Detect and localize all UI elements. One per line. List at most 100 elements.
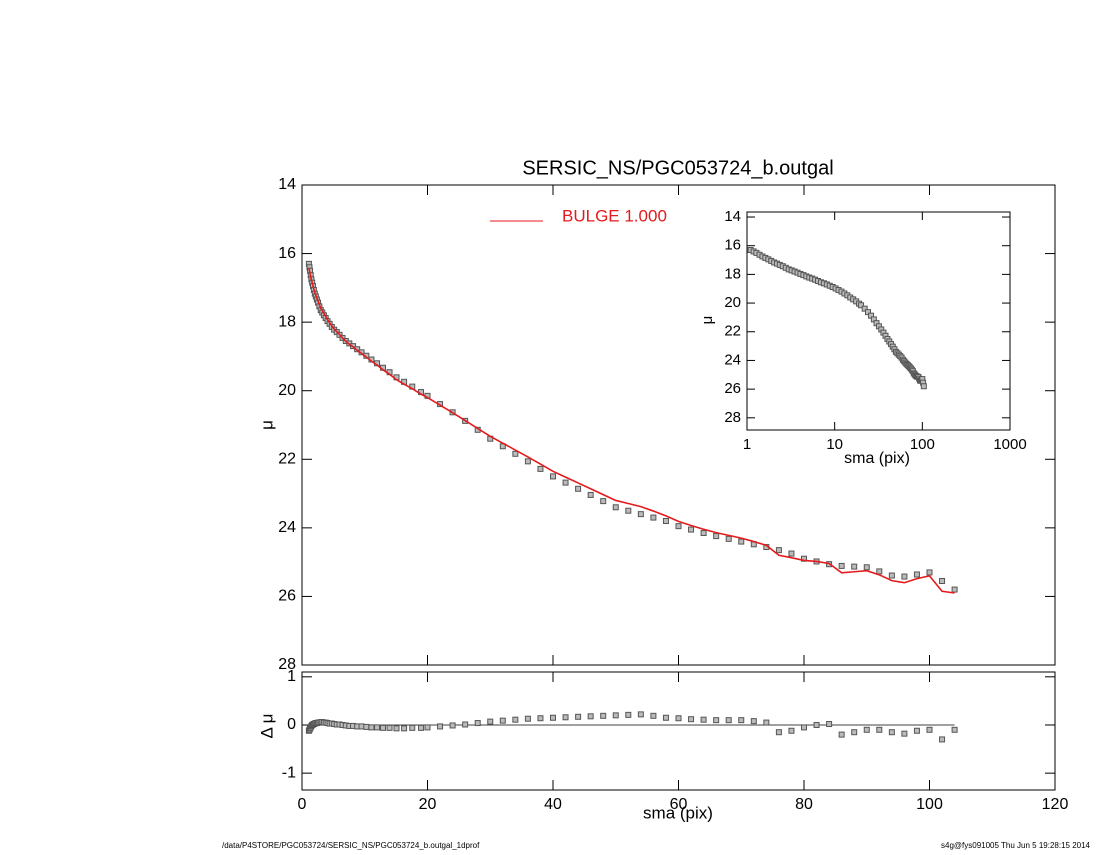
data-point (537, 465, 544, 472)
data-point (462, 721, 469, 728)
data-point (700, 530, 707, 536)
data-point (861, 305, 868, 312)
data-point (763, 719, 770, 726)
legend-label: BULGE 1.000 (562, 206, 667, 225)
data-point (449, 722, 456, 729)
data-point (637, 511, 644, 518)
data-point (688, 716, 695, 723)
data-point (612, 504, 619, 511)
data-point (625, 507, 632, 514)
data-point (600, 498, 607, 505)
data-point (675, 523, 682, 530)
x-tick-label: 20 (419, 796, 437, 813)
data-point (550, 473, 556, 480)
data-point (713, 717, 720, 724)
data-point (562, 479, 569, 486)
x-tick-label: 10 (826, 436, 843, 453)
data-point (600, 712, 607, 719)
data-point (920, 383, 927, 390)
data-point (738, 538, 745, 545)
data-point (550, 714, 556, 721)
data-point (424, 724, 431, 731)
x-tick-label: 120 (1042, 796, 1069, 813)
data-point (650, 514, 657, 521)
x-tick-label: 1 (743, 436, 751, 453)
data-point (813, 721, 820, 728)
data-point (700, 716, 707, 723)
y-tick-label: 0 (287, 716, 296, 733)
data-point (625, 711, 632, 718)
data-point (474, 720, 481, 727)
data-point (650, 712, 657, 719)
data-point (851, 563, 858, 570)
y-tick-label: 22 (724, 323, 741, 340)
data-point (788, 550, 795, 557)
data-point (374, 724, 381, 731)
data-point (901, 730, 908, 737)
data-point (913, 571, 920, 578)
data-point (713, 533, 720, 540)
y-tick-label: 26 (724, 380, 741, 397)
x-tick-label: 0 (298, 796, 307, 813)
data-point (512, 450, 519, 457)
data-point (537, 715, 544, 722)
data-point (838, 562, 845, 569)
data-point (688, 526, 695, 533)
data-point (380, 724, 387, 731)
y-tick-label: 16 (724, 237, 741, 254)
y-tick-label: 24 (724, 351, 741, 368)
data-point (951, 726, 958, 733)
x-tick-label: 100 (910, 436, 935, 453)
data-point (863, 564, 870, 571)
y-tick-label: -1 (282, 764, 296, 781)
y-tick-label: 20 (278, 382, 296, 399)
y-axis-label: μ (257, 420, 276, 430)
x-tick-label: 80 (795, 796, 813, 813)
data-point (393, 725, 400, 732)
data-point (401, 725, 408, 732)
data-point (826, 721, 833, 728)
data-point (738, 717, 745, 724)
data-point (409, 724, 416, 731)
data-point (851, 729, 858, 736)
data-point (587, 491, 594, 498)
data-point (788, 727, 795, 734)
data-point (524, 458, 531, 465)
data-point (775, 729, 782, 736)
data-point (926, 569, 933, 576)
data-point (801, 724, 807, 731)
data-point (775, 547, 782, 554)
data-point (725, 535, 732, 542)
data-point (863, 726, 870, 733)
y-axis-label: μ (699, 316, 716, 325)
y-tick-label: 16 (278, 245, 296, 262)
data-point (926, 726, 933, 733)
x-axis-label: sma (pix) (643, 803, 713, 822)
data-point (951, 586, 958, 593)
x-tick-label: 1000 (993, 436, 1026, 453)
y-tick-label: 1 (287, 668, 296, 685)
data-point (499, 717, 506, 724)
data-point (888, 572, 895, 579)
data-point (575, 713, 582, 720)
data-point (562, 714, 569, 721)
y-tick-label: 14 (724, 208, 741, 225)
y-tick-label: 18 (724, 265, 741, 282)
data-point (575, 485, 582, 492)
y-tick-label: 22 (278, 451, 296, 468)
data-point (864, 309, 871, 316)
footer-right: s4g@fys091005 Thu Jun 5 19:28:15 2014 (941, 841, 1091, 850)
x-axis-label: sma (pix) (844, 450, 910, 467)
data-point (612, 712, 619, 719)
data-point (386, 724, 393, 731)
data-point (750, 718, 757, 725)
data-point (838, 731, 845, 738)
data-point (725, 717, 732, 724)
data-point (901, 573, 908, 580)
x-tick-label: 60 (670, 796, 688, 813)
y-tick-label: 20 (724, 294, 741, 311)
y-axis-label: Δ μ (257, 714, 276, 739)
footer-left: /data/P4STORE/PGC053724/SERSIC_NS/PGC053… (222, 841, 480, 850)
